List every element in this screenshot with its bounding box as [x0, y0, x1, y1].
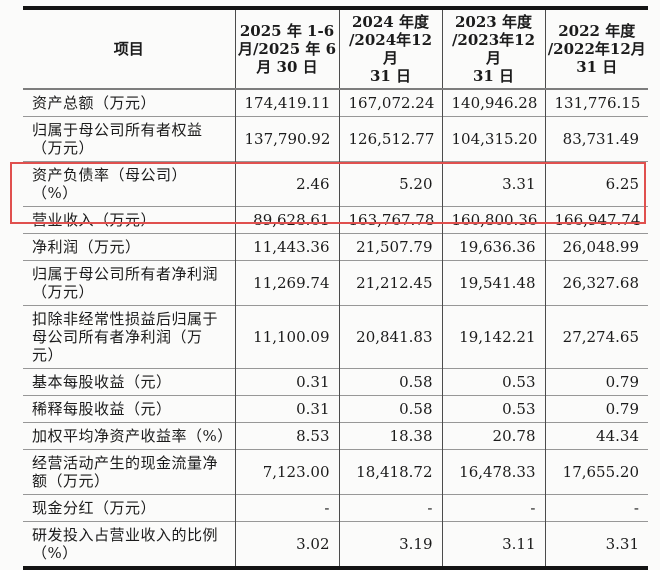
table-row: 研发投入占营业收入的比例（%） 3.02 3.19 3.11 3.31 [23, 521, 648, 568]
cell-value: 0.31 [234, 368, 339, 396]
row-label: 稀释每股收益（元） [23, 395, 235, 423]
cell-value: 163,767.78 [338, 206, 442, 234]
header-period: 2024 年度 /2024年12月 31 日 [338, 8, 442, 90]
financial-summary-table: 项目 2025 年 1-6 月/2025 年 6 月 30 日 2024 年度 /… [23, 6, 648, 570]
table-row: 经营活动产生的现金流量净额（万元） 7,123.00 18,418.72 16,478… [23, 449, 648, 495]
row-label: 加权平均净资产收益率（%） [23, 422, 235, 450]
cell-value: - [544, 494, 648, 522]
financial-summary-page: 项目 2025 年 1-6 月/2025 年 6 月 30 日 2024 年度 /… [10, 6, 648, 570]
header-period: 2022 年度 /2022年12月 31 日 [544, 8, 648, 90]
row-label: 研发投入占营业收入的比例（%） [23, 521, 235, 568]
row-label: 扣除非经常性损益后归属于母公司所有者净利润（万元） [23, 305, 235, 369]
row-label: 资产负债率（母公司） （%） [23, 161, 235, 207]
cell-value: 0.58 [338, 368, 442, 396]
cell-value: 89,628.61 [234, 206, 339, 234]
cell-value: 0.53 [441, 368, 545, 396]
row-label: 资产总额（万元） [23, 88, 235, 117]
cell-value: 27,274.65 [544, 305, 648, 369]
cell-value: 167,072.24 [338, 88, 442, 117]
cell-value: 0.79 [544, 368, 648, 396]
table-header-row: 项目 2025 年 1-6 月/2025 年 6 月 30 日 2024 年度 /… [23, 8, 648, 90]
table-row: 净利润（万元） 11,443.36 21,507.79 19,636.36 26,048… [23, 233, 648, 261]
table-row: 加权平均净资产收益率（%） 8.53 18.38 20.78 44.34 [23, 422, 648, 450]
row-label: 现金分红（万元） [23, 494, 235, 522]
cell-value: 17,655.20 [544, 449, 648, 495]
cell-value: 166,947.74 [544, 206, 648, 234]
cell-value: 140,946.28 [441, 88, 545, 117]
cell-value: 20.78 [441, 422, 545, 450]
table-row: 营业收入（万元） 89,628.61 163,767.78 160,800.36 166… [23, 206, 648, 234]
row-label: 归属于母公司所有者权益（万元） [23, 116, 235, 162]
table-row: 归属于母公司所有者权益（万元） 137,790.92 126,512.77 104,3… [23, 116, 648, 162]
cell-value: 3.31 [544, 521, 648, 568]
cell-value: 2.46 [234, 161, 339, 207]
header-period: 2023 年度 /2023年12月 31 日 [441, 8, 545, 90]
cell-value: 18,418.72 [338, 449, 442, 495]
cell-value: 0.53 [441, 395, 545, 423]
cell-value: 19,142.21 [441, 305, 545, 369]
table-row: 扣除非经常性损益后归属于母公司所有者净利润（万元） 11,100.09 20,841… [23, 305, 648, 369]
cell-value: - [441, 494, 545, 522]
table-row: 基本每股收益（元） 0.31 0.58 0.53 0.79 [23, 368, 648, 396]
cell-value: 0.31 [234, 395, 339, 423]
cell-value: 104,315.20 [441, 116, 545, 162]
cell-value: 3.19 [338, 521, 442, 568]
table-row: 归属于母公司所有者净利润（万元） 11,269.74 21,212.45 19,541… [23, 260, 648, 306]
cell-value: 19,636.36 [441, 233, 545, 261]
cell-value: 44.34 [544, 422, 648, 450]
row-label: 归属于母公司所有者净利润（万元） [23, 260, 235, 306]
row-label: 净利润（万元） [23, 233, 235, 261]
cell-value: 131,776.15 [544, 88, 648, 117]
cell-value: 5.20 [338, 161, 442, 207]
table-row: 现金分红（万元） - - - - [23, 494, 648, 522]
cell-value: 7,123.00 [234, 449, 339, 495]
cell-value: 11,269.74 [234, 260, 339, 306]
cell-value: - [338, 494, 442, 522]
cell-value: 18.38 [338, 422, 442, 450]
cell-value: 26,048.99 [544, 233, 648, 261]
cell-value: 16,478.33 [441, 449, 545, 495]
cell-value: 174,419.11 [234, 88, 339, 117]
table-row: 资产负债率（母公司） （%） 2.46 5.20 3.31 6.25 [23, 161, 648, 207]
row-label: 经营活动产生的现金流量净额（万元） [23, 449, 235, 495]
cell-value: 19,541.48 [441, 260, 545, 306]
cell-value: 8.53 [234, 422, 339, 450]
cell-value: 21,507.79 [338, 233, 442, 261]
table-row: 稀释每股收益（元） 0.31 0.58 0.53 0.79 [23, 395, 648, 423]
row-label: 营业收入（万元） [23, 206, 235, 234]
cell-value: 21,212.45 [338, 260, 442, 306]
table-row: 资产总额（万元） 174,419.11 167,072.24 140,946.28 13… [23, 88, 648, 117]
cell-value: 11,100.09 [234, 305, 339, 369]
cell-value: 83,731.49 [544, 116, 648, 162]
cell-value: 3.02 [234, 521, 339, 568]
cell-value: 160,800.36 [441, 206, 545, 234]
cell-value: 11,443.36 [234, 233, 339, 261]
cell-value: 0.79 [544, 395, 648, 423]
cell-value: 126,512.77 [338, 116, 442, 162]
cell-value: 6.25 [544, 161, 648, 207]
row-label: 基本每股收益（元） [23, 368, 235, 396]
cell-value: 3.31 [441, 161, 545, 207]
cell-value: 26,327.68 [544, 260, 648, 306]
cell-value: 3.11 [441, 521, 545, 568]
cell-value: 20,841.83 [338, 305, 442, 369]
cell-value: 0.58 [338, 395, 442, 423]
cell-value: 137,790.92 [234, 116, 339, 162]
header-item-label: 项目 [23, 8, 235, 90]
cell-value: - [234, 494, 339, 522]
header-period: 2025 年 1-6 月/2025 年 6 月 30 日 [234, 8, 339, 90]
